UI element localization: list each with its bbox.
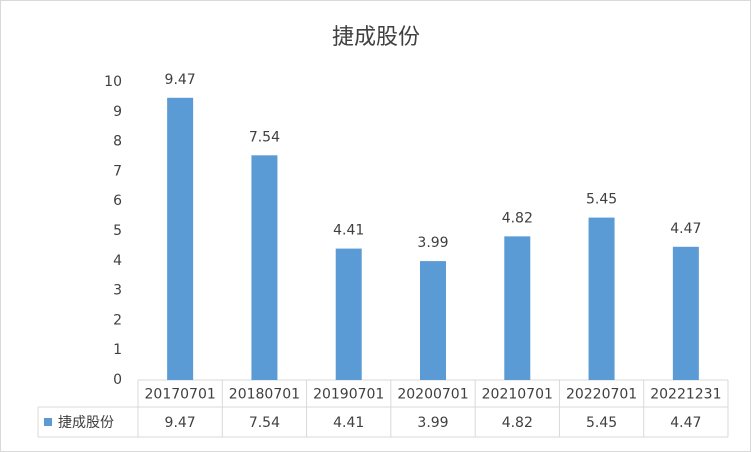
data-label: 9.47: [165, 72, 196, 88]
x-tick-label: 20221231: [650, 387, 721, 403]
bar: [335, 248, 362, 380]
data-label: 7.54: [249, 129, 280, 145]
bar: [588, 217, 615, 380]
data-label: 4.41: [333, 223, 364, 239]
table-value: 4.47: [670, 415, 701, 431]
y-tick-label: 5: [113, 223, 122, 239]
legend-label: 捷成股份: [58, 415, 114, 431]
y-tick-label: 4: [113, 253, 122, 269]
data-label: 5.45: [586, 192, 617, 208]
bar: [167, 97, 194, 380]
table-value: 4.82: [502, 415, 533, 431]
x-tick-label: 20210701: [482, 387, 553, 403]
y-tick-label: 6: [113, 193, 122, 209]
y-tick-label: 1: [113, 342, 122, 358]
y-tick-label: 8: [113, 134, 122, 150]
y-tick-label: 7: [113, 163, 122, 179]
table-value: 3.99: [417, 415, 448, 431]
x-tick-label: 20220701: [566, 387, 637, 403]
x-tick-label: 20190701: [313, 387, 384, 403]
bar: [251, 155, 278, 380]
table-value: 7.54: [249, 415, 280, 431]
x-tick-label: 20170701: [145, 387, 216, 403]
bar: [672, 246, 699, 380]
y-tick-label: 3: [113, 283, 122, 299]
x-tick-label: 20180701: [229, 387, 300, 403]
data-label: 3.99: [417, 235, 448, 251]
table-value: 9.47: [165, 415, 196, 431]
chart-title: 捷成股份: [332, 25, 420, 50]
table-value: 4.41: [333, 415, 364, 431]
table-value: 5.45: [586, 415, 617, 431]
bar: [504, 236, 531, 380]
y-tick-label: 10: [104, 74, 122, 90]
bar: [420, 261, 446, 380]
y-tick-label: 0: [113, 372, 122, 388]
y-tick-label: 2: [113, 312, 122, 328]
legend-swatch: [44, 418, 52, 426]
data-label: 4.47: [670, 221, 701, 237]
y-tick-label: 9: [113, 104, 122, 120]
x-tick-label: 20200701: [397, 387, 468, 403]
data-label: 4.82: [502, 210, 533, 226]
